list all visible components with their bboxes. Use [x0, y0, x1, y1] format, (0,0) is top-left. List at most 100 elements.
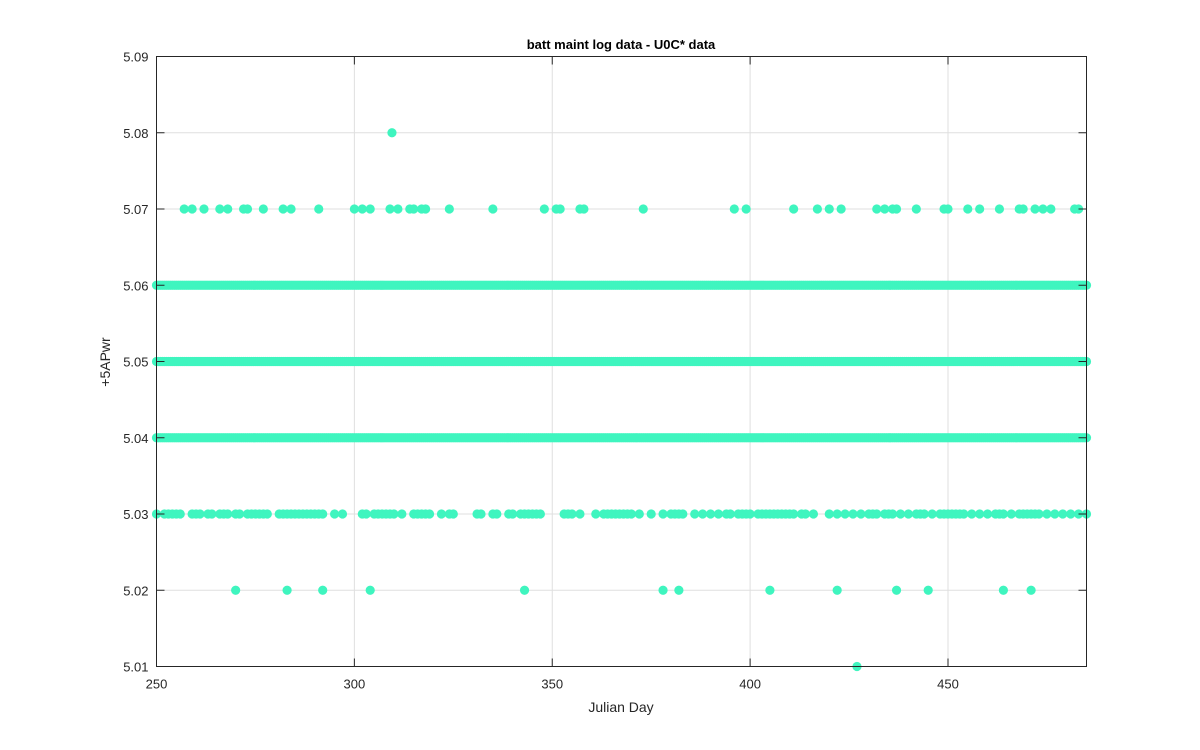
data-point: [223, 509, 233, 519]
data-point: [195, 509, 205, 519]
data-point: [698, 509, 708, 519]
y-tick-label: 5.08: [123, 126, 148, 141]
data-point: [812, 204, 822, 214]
data-point: [1058, 509, 1068, 519]
x-tick-label: 400: [739, 677, 761, 692]
data-point: [385, 204, 395, 214]
data-point: [187, 204, 197, 214]
data-point: [848, 509, 858, 519]
x-tick-label: 450: [937, 677, 959, 692]
data-point: [1026, 585, 1036, 595]
data-point: [231, 585, 241, 595]
data-point: [1006, 509, 1016, 519]
data-point: [895, 509, 906, 519]
data-point: [282, 585, 292, 595]
data-point: [678, 509, 688, 519]
data-point: [741, 204, 751, 214]
data-point: [626, 509, 636, 519]
data-point: [258, 204, 268, 214]
data-point: [713, 509, 724, 519]
data-point: [591, 509, 601, 519]
data-point: [175, 509, 185, 519]
data-point: [975, 509, 985, 519]
chart-title: batt maint log data - U0C* data: [527, 37, 716, 52]
data-point: [444, 204, 454, 214]
data-point: [539, 204, 549, 214]
data-point: [903, 509, 914, 519]
data-point: [448, 509, 458, 519]
data-point: [387, 128, 397, 138]
data-point: [808, 509, 819, 519]
x-tick-labels: 250 300 350 400 450: [146, 677, 959, 692]
data-point: [975, 204, 985, 214]
data-point: [365, 585, 375, 595]
data-point: [832, 585, 842, 595]
data-point: [389, 509, 399, 519]
data-point: [634, 509, 644, 519]
data-point: [508, 509, 518, 519]
data-point: [318, 509, 328, 519]
y-tick-label: 5.07: [123, 202, 148, 217]
data-point: [318, 585, 328, 595]
data-point: [927, 509, 937, 519]
data-point: [1038, 204, 1048, 214]
data-point: [1018, 204, 1028, 214]
data-point: [393, 204, 403, 214]
data-point: [856, 509, 866, 519]
data-point: [337, 509, 348, 519]
data-point: [1046, 204, 1056, 214]
data-point: [286, 204, 296, 214]
data-point: [745, 509, 755, 519]
data-point: [998, 509, 1008, 519]
data-point: [357, 204, 367, 214]
data-point: [242, 204, 253, 214]
data-point: [800, 509, 811, 519]
data-point: [789, 204, 799, 214]
data-point: [959, 509, 969, 519]
data-point: [824, 509, 834, 519]
data-point: [421, 204, 431, 214]
data-point: [179, 204, 189, 214]
data-point: [575, 509, 585, 519]
data-point: [674, 585, 684, 595]
data-point: [923, 585, 933, 595]
data-point: [361, 509, 371, 519]
data-point: [397, 509, 407, 519]
data-points: [151, 128, 1092, 672]
data-point: [579, 204, 589, 214]
data-point: [476, 509, 486, 519]
data-point: [872, 509, 882, 519]
data-point: [911, 204, 921, 214]
data-point: [919, 509, 929, 519]
y-tick-label: 5.03: [123, 507, 148, 522]
data-point: [638, 204, 648, 214]
axis-ticks: [156, 56, 1087, 667]
data-point: [824, 204, 834, 214]
data-point: [891, 585, 902, 595]
data-point: [994, 204, 1005, 214]
data-point: [789, 509, 799, 519]
data-point: [567, 509, 577, 519]
x-axis-label: Julian Day: [588, 699, 653, 715]
data-point: [658, 509, 668, 519]
data-point: [690, 509, 700, 519]
data-point: [535, 509, 545, 519]
y-axis-label: +5APwr: [97, 337, 113, 387]
data-point: [705, 509, 716, 519]
data-point: [555, 204, 565, 214]
data-point: [1030, 204, 1040, 214]
y-tick-labels: 5.01 5.02 5.03 5.04 5.05 5.06 5.07 5.08 5.09: [123, 50, 148, 675]
y-tick-label: 5.02: [123, 583, 148, 598]
data-point: [199, 204, 209, 214]
data-point: [519, 585, 530, 595]
y-tick-label: 5.06: [123, 278, 148, 293]
data-point: [329, 509, 340, 519]
data-point: [832, 509, 842, 519]
data-point: [349, 204, 359, 214]
data-point: [1042, 509, 1052, 519]
x-tick-label: 300: [344, 677, 366, 692]
data-point: [262, 509, 272, 519]
data-point: [424, 509, 435, 519]
data-point: [887, 509, 898, 519]
